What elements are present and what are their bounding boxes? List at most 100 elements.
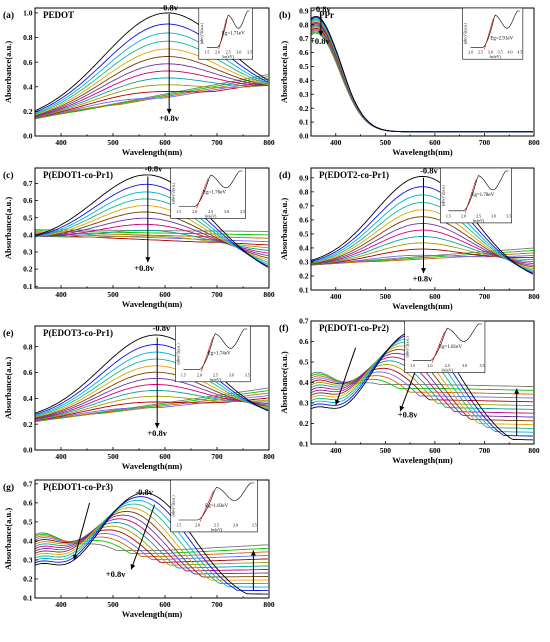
x-axis-label: Wavelength(nm)	[122, 299, 183, 309]
panel-title: P(EDOT1-co-Pr3)	[43, 482, 113, 492]
y-tick-label: 0.7	[23, 479, 33, 488]
arrow-head	[145, 257, 151, 263]
y-tick-label: 0.7	[23, 179, 33, 188]
x-tick-label: 400	[330, 446, 342, 455]
inset-tick-label: 3.5	[245, 372, 250, 377]
series-line-5	[35, 507, 268, 581]
series-line-5	[311, 209, 534, 270]
series-line-8	[311, 229, 534, 265]
series-line-9	[311, 236, 534, 265]
inset-frame	[404, 320, 486, 373]
arrow-head	[250, 550, 256, 556]
y-axis-label: Absorbance(a.u.)	[279, 198, 289, 261]
series-line-11	[35, 529, 269, 563]
series-line-10	[35, 395, 269, 421]
x-axis-label: Wavelength(nm)	[392, 301, 453, 311]
y-tick-label: 0.5	[23, 213, 33, 222]
inset-tick-label: 3.0	[233, 522, 238, 527]
series-line-9	[311, 360, 533, 410]
plot-frame	[310, 167, 535, 291]
series-group	[311, 330, 534, 441]
x-axis-label: Wavelength(nm)	[392, 455, 453, 465]
y-tick-label: 0.7	[299, 317, 309, 326]
plot-frame	[34, 167, 270, 289]
inset-e: 1.5 2.0 2.5 3.0 3.5 hv(eV) (αhv)^2(a.u.) Eg=1.7…	[175, 325, 251, 383]
inset-tangent	[201, 337, 214, 372]
series-line-5	[35, 48, 269, 116]
inset-curve	[448, 170, 509, 212]
inset-curve	[183, 328, 248, 370]
y-tick-label: 0.5	[299, 230, 309, 239]
y-tick-label: 0.6	[23, 196, 33, 205]
series-group	[35, 174, 269, 268]
x-tick-label: 500	[380, 446, 392, 455]
inset-x-axis-label: hv(eV)	[490, 54, 502, 59]
y-tick-label: 0.5	[299, 358, 309, 367]
series-line-11	[311, 367, 533, 403]
y-tick-label: 0.6	[299, 48, 309, 57]
inset-y-axis-label: (αhv)^2(a.u.)	[440, 184, 445, 206]
inset-tick-label: 3.0	[236, 50, 241, 55]
y-tick-label: 0.7	[299, 201, 309, 210]
y-tick-label: 0.4	[299, 76, 309, 85]
voltage-label: +0.8v	[106, 569, 126, 579]
inset-frame	[175, 325, 251, 383]
panel-title: PPr	[319, 10, 334, 20]
x-axis-label: Wavelength(nm)	[392, 147, 453, 157]
band-gap-label: Eg=1.81eV	[439, 345, 462, 350]
panel-title: P(EDOT3-co-Pr1)	[43, 328, 113, 338]
y-tick-label: 0.8	[23, 342, 33, 351]
series-line-1	[311, 15, 533, 133]
y-tick-label: 0.2	[299, 419, 309, 428]
inset-tick-label: 3.0	[462, 363, 467, 368]
panel-f: 400 500 600 700 800 0.1 0.2 0.3 0.4 0.5 0.6 0.7 Wave…	[279, 317, 540, 465]
inset-x-axis-label: hv(eV)	[442, 368, 454, 373]
inset-y-axis-label: (αhv)^2(a.u.)	[175, 343, 180, 365]
inset-tick-label: 2.5	[213, 372, 218, 377]
panel-title: PEDOT	[43, 10, 74, 20]
y-axis-label: Absorbance(a.u.)	[279, 351, 289, 414]
inset-tick-label: 4.0	[508, 50, 513, 55]
inset-tick-label: 3.5	[240, 209, 245, 214]
x-tick-label: 600	[429, 292, 441, 301]
series-line-8	[311, 356, 533, 414]
series-line-6	[311, 216, 534, 268]
y-axis-label: Absorbance(a.u.)	[3, 41, 13, 104]
plot-frame	[34, 325, 270, 451]
inset-x-axis-label: hv(eV)	[205, 213, 217, 218]
x-tick-label: 800	[528, 446, 540, 455]
plot-frame	[34, 479, 270, 599]
inset-tick-label: 2.5	[445, 363, 450, 368]
y-tick-label: 0.3	[23, 556, 33, 565]
y-tick-label: 0.2	[23, 420, 33, 429]
inset-curve	[470, 10, 520, 48]
x-tick-label: 600	[429, 138, 441, 147]
y-tick-label: 0.4	[23, 537, 33, 546]
series-line-10	[311, 364, 533, 407]
series-line-7	[35, 377, 269, 420]
series-line-6	[35, 211, 269, 259]
arrow-head	[318, 30, 324, 36]
arrow-head	[130, 563, 136, 570]
inset-c: 1.5 2.0 2.5 3.0 3.5 hv(eV) (αhv)^2(a.u.) Eg=1.7…	[170, 167, 246, 219]
y-axis-label: Absorbance(a.u.)	[279, 41, 289, 104]
voltage-label: +0.8v	[413, 274, 433, 284]
panel-label: (f)	[279, 323, 289, 334]
series-line-8	[35, 223, 269, 254]
inset-tick-label: 2.5	[478, 50, 483, 55]
y-tick-label: 0.7	[299, 34, 309, 43]
x-tick-label: 400	[55, 452, 67, 461]
inset-tick-label: 3.0	[491, 213, 496, 218]
inset-tangent	[431, 331, 445, 363]
x-tick-label: 500	[380, 138, 392, 147]
inset-frame	[440, 167, 512, 224]
series-line-14	[35, 230, 268, 236]
inset-tick-label: 3.0	[488, 50, 493, 55]
series-line-7	[35, 514, 268, 575]
x-tick-label: 400	[55, 138, 67, 147]
inset-y-axis-label: (αhv)^2(a.u.)	[199, 22, 204, 44]
x-tick-label: 400	[330, 138, 342, 147]
inset-curve	[178, 170, 243, 207]
y-tick-label: 0.6	[23, 498, 33, 507]
y-tick-label: 0.2	[23, 575, 33, 584]
